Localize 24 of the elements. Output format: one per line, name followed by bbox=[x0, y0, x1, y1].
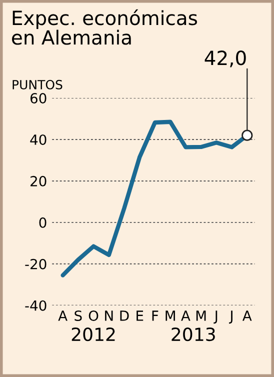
x-tick-label: M bbox=[166, 310, 175, 321]
y-tick-label: 0 bbox=[39, 217, 46, 228]
chart-title: Expec. económicas en Alemania bbox=[12, 9, 198, 45]
x-tick-label: M bbox=[196, 310, 206, 321]
x-tick-label: N bbox=[105, 310, 113, 321]
y-tick-label: 20 bbox=[30, 176, 46, 186]
x-tick-label: J bbox=[214, 310, 218, 324]
x-tick-label: D bbox=[120, 310, 129, 321]
x-tick-label: A bbox=[58, 310, 68, 321]
y-tick-label: 40 bbox=[30, 134, 46, 145]
y-axis-title: PUNTOS bbox=[12, 80, 62, 90]
x-tick-label: E bbox=[136, 310, 144, 321]
x-tick-label: F bbox=[152, 310, 158, 321]
x-tick-label: S bbox=[74, 310, 82, 321]
x-tick-label: A bbox=[242, 310, 252, 321]
y-tick-label: -20 bbox=[25, 258, 46, 270]
data-label: 42,0 bbox=[204, 50, 246, 68]
x-tick-label: J bbox=[229, 310, 232, 324]
x-tick-label: O bbox=[88, 310, 98, 321]
text: 2012 bbox=[72, 327, 115, 342]
y-tick-label: -40 bbox=[25, 300, 46, 311]
x-tick-label: A bbox=[181, 310, 190, 321]
text: 2013 bbox=[172, 327, 215, 342]
y-tick-label: 60 bbox=[30, 92, 46, 104]
